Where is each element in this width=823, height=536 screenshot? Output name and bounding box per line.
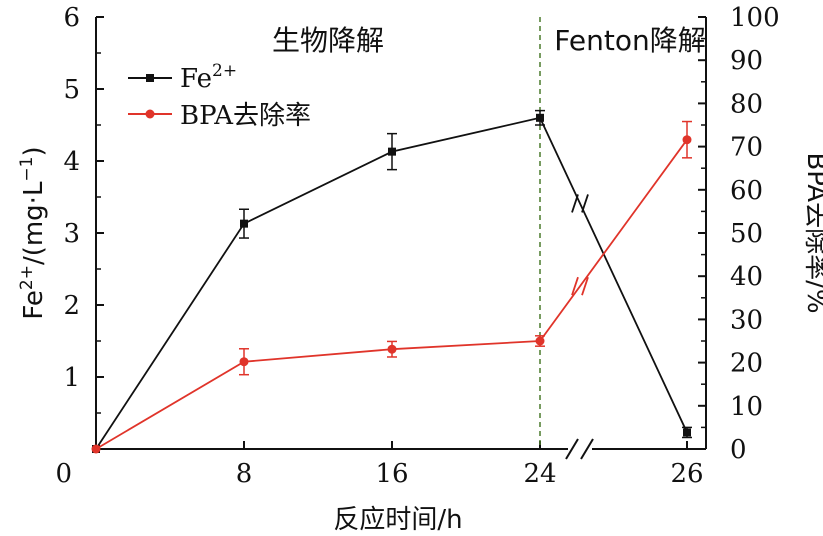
legend-bpa-marker: [145, 109, 155, 119]
series-break-mark-1: [581, 276, 589, 296]
y-left-tick-label: 3: [63, 219, 80, 249]
series-point-1: [387, 344, 397, 354]
legend-fe-marker: [146, 74, 154, 82]
series-point-0: [240, 219, 248, 228]
legend-bpa-label: BPA去除率: [180, 101, 311, 131]
y-right-tick-label: 70: [730, 133, 763, 163]
y-left-tick-label: 1: [63, 363, 80, 393]
y-axis-right-label: BPA去除率/%: [801, 152, 823, 313]
y-right-tick-label: 0: [730, 435, 747, 465]
region-label-fenton: Fenton降解: [554, 24, 705, 57]
series-point-1: [91, 444, 101, 454]
series-break-mark-1: [571, 276, 579, 296]
y-left-tick-label: 6: [63, 3, 80, 33]
region-label-bio: 生物降解: [272, 24, 384, 57]
x-axis-label: 反应时间/h: [333, 505, 462, 535]
x-tick-label: 16: [375, 459, 408, 489]
y-left-tick-label: 5: [63, 75, 80, 105]
y-right-tick-label: 60: [730, 176, 763, 206]
x-tick-label: 24: [523, 459, 556, 489]
y-left-label-unit-pre: /(mg·L: [19, 181, 49, 265]
y-right-tick-label: 10: [730, 392, 763, 422]
y-left-tick-label: 4: [63, 147, 80, 177]
series-point-0: [388, 147, 396, 156]
x-axis-break-mark: [565, 438, 579, 460]
y-axis-left-label: Fe2+/(mg·L−1): [17, 146, 49, 319]
y-left-label-unit-sup: −1: [17, 157, 37, 182]
y-right-tick-label: 100: [730, 3, 780, 33]
y-right-tick-label: 20: [730, 349, 763, 379]
y-left-label-unit-post: ): [19, 146, 49, 156]
y-right-tick-label: 50: [730, 219, 763, 249]
x-tick-label: 8: [236, 459, 253, 489]
y-right-tick-label: 30: [730, 305, 763, 335]
series-point-1: [239, 357, 249, 367]
y-left-label-sup: 2+: [17, 265, 37, 290]
series-point-0: [536, 113, 544, 122]
legend-fe-label: Fe2+: [180, 61, 237, 94]
y-right-tick-label: 40: [730, 262, 763, 292]
series-point-0: [683, 428, 691, 437]
y-right-tick-label: 80: [730, 89, 763, 119]
y-left-tick-label: 0: [55, 459, 72, 489]
series-point-1: [682, 135, 692, 145]
x-axis-break-mark: [580, 438, 594, 460]
y-left-tick-label: 2: [63, 291, 80, 321]
series-line-1: [95, 139, 688, 450]
legend: Fe2+ BPA去除率: [128, 61, 311, 131]
legend-fe-name: Fe: [180, 64, 212, 94]
series-break-mark-0: [581, 194, 589, 213]
series-point-1: [535, 336, 545, 346]
legend-fe-sup: 2+: [212, 61, 237, 81]
y-left-label-main: Fe: [19, 290, 49, 320]
x-tick-label: 26: [670, 459, 703, 489]
y-right-tick-label: 90: [730, 46, 763, 76]
series-break-mark-0: [571, 194, 579, 213]
